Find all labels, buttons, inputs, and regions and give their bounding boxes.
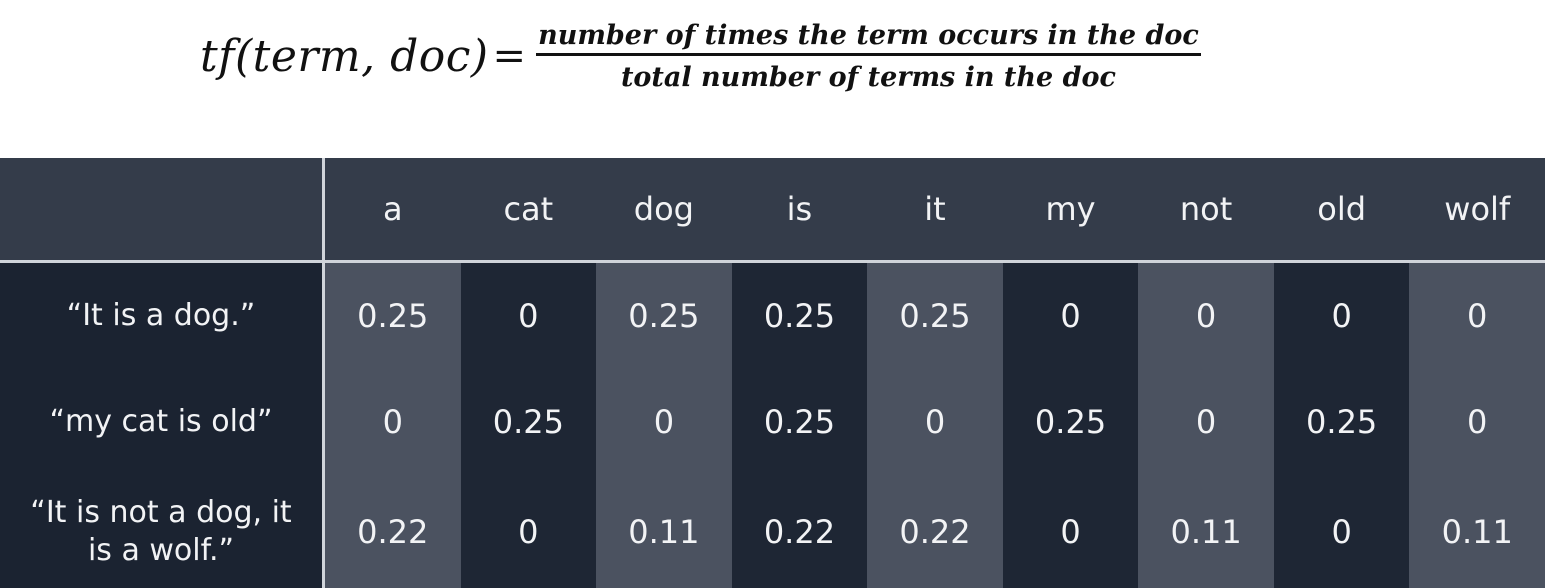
- formula-numerator: number of times the term occurs in the d…: [538, 19, 1199, 51]
- tf-table: a cat dog is it my not old wolf “It is a dog.” 0.2…: [0, 158, 1545, 588]
- tf-value-cell-my: 0: [1002, 475, 1139, 588]
- column-header-dog: dog: [596, 158, 732, 263]
- tf-value-cell-my: 0.25: [1002, 368, 1139, 475]
- tf-value-cell-it: 0: [867, 368, 1003, 475]
- tf-value-cell-old: 0: [1273, 475, 1410, 588]
- tf-value-cell-is: 0.25: [731, 263, 868, 368]
- fraction-bar: [536, 52, 1201, 56]
- tf-value-cell-old: 0.25: [1273, 368, 1410, 475]
- column-header-cat: cat: [460, 158, 597, 263]
- tf-value-cell-a: 0: [325, 368, 461, 475]
- row-label: “It is not a dog, it is a wolf.”: [0, 475, 325, 588]
- formula-lhs: tf(term, doc): [200, 30, 489, 82]
- tf-value-cell-dog: 0.25: [596, 263, 732, 368]
- row-label: “my cat is old”: [0, 368, 325, 475]
- table-corner-cell: [0, 158, 325, 263]
- tf-value-cell-not: 0.11: [1138, 475, 1274, 588]
- formula-denominator: total number of terms in the doc: [620, 61, 1116, 93]
- tf-value-cell-a: 0.25: [325, 263, 461, 368]
- tf-value-cell-a: 0.22: [325, 475, 461, 588]
- row-label: “It is a dog.”: [0, 263, 325, 368]
- tf-value-cell-wolf: 0.11: [1409, 475, 1545, 588]
- tf-value-cell-my: 0: [1002, 263, 1139, 368]
- tf-value-cell-not: 0: [1138, 263, 1274, 368]
- column-header-it: it: [867, 158, 1003, 263]
- column-header-my: my: [1002, 158, 1139, 263]
- tf-value-cell-not: 0: [1138, 368, 1274, 475]
- tf-value-cell-it: 0.22: [867, 475, 1003, 588]
- tf-value-cell-cat: 0: [460, 475, 597, 588]
- tf-value-cell-is: 0.22: [731, 475, 868, 588]
- column-header-not: not: [1138, 158, 1274, 263]
- column-header-a: a: [325, 158, 461, 263]
- tf-formula: tf(term, doc) = number of times the term…: [200, 6, 1201, 106]
- tf-value-cell-dog: 0.11: [596, 475, 732, 588]
- tf-value-cell-cat: 0.25: [460, 368, 597, 475]
- tf-value-cell-old: 0: [1273, 263, 1410, 368]
- column-header-old: old: [1273, 158, 1410, 263]
- tf-value-cell-dog: 0: [596, 368, 732, 475]
- tf-value-cell-wolf: 0: [1409, 263, 1545, 368]
- column-header-wolf: wolf: [1409, 158, 1545, 263]
- tf-value-cell-cat: 0: [460, 263, 597, 368]
- tf-value-cell-it: 0.25: [867, 263, 1003, 368]
- formula-fraction: number of times the term occurs in the d…: [536, 20, 1201, 93]
- tf-value-cell-wolf: 0: [1409, 368, 1545, 475]
- column-header-is: is: [731, 158, 868, 263]
- formula-equals: =: [492, 33, 527, 79]
- tf-value-cell-is: 0.25: [731, 368, 868, 475]
